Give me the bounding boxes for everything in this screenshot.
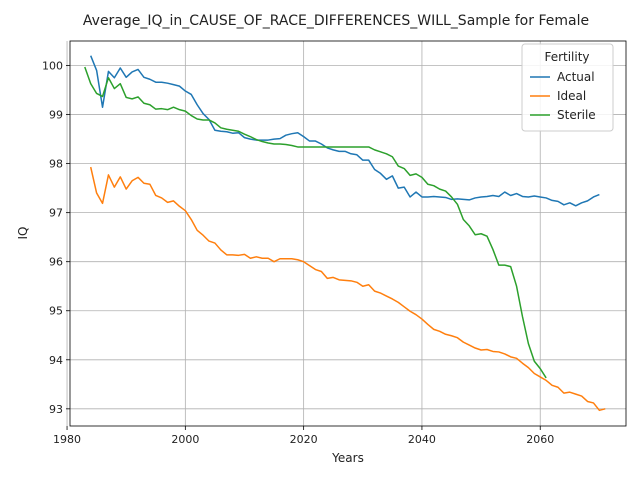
series-line-actual <box>90 55 600 207</box>
y-tick-label: 99 <box>49 109 63 122</box>
x-tick-label: 1980 <box>53 433 81 446</box>
legend: Fertility Actual Ideal Sterile <box>521 43 614 132</box>
legend-title: Fertility <box>544 50 589 64</box>
axis-ticks: 1980 2000 2020 2040 2060 93 94 95 96 97 98 99 100 <box>42 60 554 446</box>
plot-frame <box>69 40 627 427</box>
y-tick-label: 95 <box>49 305 63 318</box>
y-tick-label: 94 <box>49 354 63 367</box>
series-lines <box>84 55 606 412</box>
legend-entries: Actual Ideal Sterile <box>530 70 596 122</box>
y-tick-label: 96 <box>49 256 63 269</box>
x-tick-label: 2060 <box>526 433 554 446</box>
grid <box>66 41 626 426</box>
y-tick-label: 98 <box>49 158 63 171</box>
legend-box <box>521 43 614 132</box>
y-axis-label: IQ <box>16 227 30 240</box>
x-axis-label: Years <box>331 451 364 465</box>
series-line-sterile <box>84 66 547 379</box>
chart-title: Average_IQ_in_CAUSE_OF_RACE_DIFFERENCES_… <box>83 13 589 29</box>
series-line-ideal <box>89 166 606 412</box>
legend-label-actual: Actual <box>557 70 595 84</box>
y-tick-label: 100 <box>42 60 63 73</box>
x-tick-label: 2040 <box>408 433 436 446</box>
x-tick-label: 2000 <box>171 433 199 446</box>
legend-label-ideal: Ideal <box>557 89 586 103</box>
y-tick-label: 97 <box>49 207 63 220</box>
y-tick-label: 93 <box>49 403 63 416</box>
x-tick-label: 2020 <box>290 433 318 446</box>
legend-label-sterile: Sterile <box>557 108 596 122</box>
